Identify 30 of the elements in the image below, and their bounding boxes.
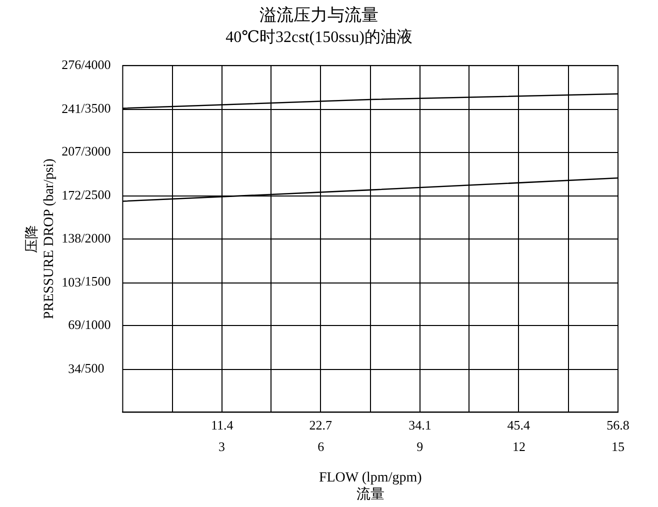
y2-tick-label: /500 — [81, 360, 104, 376]
x-tick-label: 22.7 — [309, 417, 333, 432]
x2-tick-label: 12 — [512, 439, 526, 454]
y-axis-title: 压降 PRESSURE DROP (bar/psi) — [24, 158, 57, 320]
x-tick-label: 45.4 — [507, 417, 530, 432]
y2-tick-label: /2500 — [81, 186, 111, 202]
y2-tick-label: /3500 — [81, 100, 111, 116]
x2-tick-label: 15 — [612, 439, 624, 454]
y-tick-label: 103 — [62, 274, 82, 290]
y-tick-label: 69 — [68, 316, 82, 332]
x-tick-label: 34.1 — [408, 417, 432, 432]
chart-title: 溢流压力与流量 — [260, 6, 378, 25]
y-tick-label: 241 — [62, 100, 82, 116]
x-tick-label: 11.4 — [210, 417, 234, 432]
y2-tick-label: /3000 — [81, 144, 111, 159]
y2-tick-label: /4000 — [81, 57, 111, 72]
y2-tick-label: /2000 — [81, 230, 111, 246]
x-axis-title: FLOW (lpm/gpm) 流量 — [318, 470, 422, 502]
chart-subtitle: 40℃时32cst(150ssu)的油液 — [226, 28, 412, 46]
y-tick-label: 172 — [62, 188, 82, 203]
y-tick-label: 276 — [62, 57, 82, 72]
y-tick-label: 138 — [62, 230, 82, 246]
y2-tick-label: /1000 — [81, 316, 111, 332]
y-tick-label: 207 — [62, 144, 82, 159]
y-tick-label: 34 — [68, 360, 82, 376]
x-tick-label: 56.8 — [606, 417, 630, 432]
y2-tick-label: /1500 — [81, 274, 111, 289]
x2-tick-label: 6 — [318, 439, 325, 454]
x2-tick-label: 3 — [218, 439, 226, 454]
x2-tick-label: 9 — [416, 439, 424, 454]
